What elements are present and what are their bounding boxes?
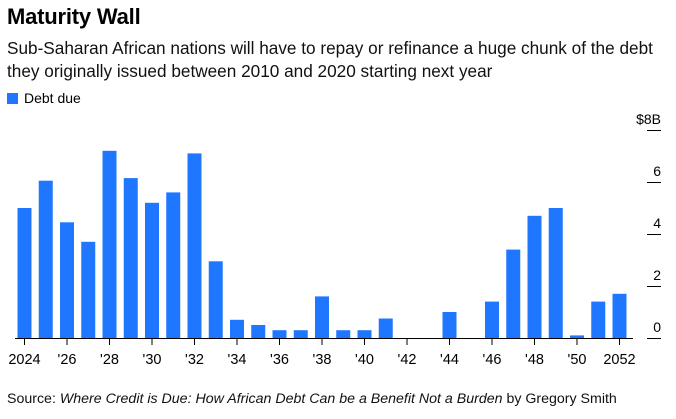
bar-2039: [336, 330, 351, 338]
source-suffix: by Gregory Smith: [502, 391, 617, 407]
x-tick-label-2050: '50: [568, 352, 587, 368]
legend-swatch: [7, 92, 18, 104]
bar-2025: [38, 180, 53, 338]
bar-2041: [378, 318, 393, 338]
bar-2033: [208, 261, 223, 338]
x-tick-label-2030: '30: [143, 352, 162, 368]
bar-2051: [591, 301, 606, 338]
y-tick-label-0: 0: [653, 319, 661, 335]
bar-2030: [145, 202, 159, 338]
x-tick-label-2046: '46: [483, 352, 502, 368]
bar-2047: [506, 249, 521, 338]
x-tick-label-2036: '36: [270, 352, 289, 368]
x-tick-label-2052: 2052: [603, 352, 635, 368]
source-note: Source: Where Credit is Due: How African…: [7, 391, 617, 407]
bar-2049: [548, 208, 563, 338]
y-tick-label-6: 6: [653, 163, 661, 179]
legend-label: Debt due: [24, 90, 81, 106]
bar-2028: [102, 150, 117, 338]
bar-2035: [251, 325, 266, 338]
x-tick-label-2044: '44: [440, 352, 459, 368]
x-tick-label-2032: '32: [185, 352, 204, 368]
bar-2031: [166, 192, 181, 338]
legend: Debt due: [7, 90, 81, 106]
bar-2046: [485, 301, 499, 338]
bar-2026: [60, 222, 74, 338]
x-tick-label-2038: '38: [313, 352, 332, 368]
y-tick-label-8: $8B: [636, 111, 661, 127]
y-tick-label-2: 2: [653, 267, 661, 283]
chart-subtitle: Sub-Saharan African nations will have to…: [7, 38, 653, 81]
bar-2029: [123, 178, 138, 338]
x-tick-label-2024: 2024: [8, 352, 40, 368]
bar-2024: [17, 208, 32, 338]
x-tick-label-2040: '40: [355, 352, 374, 368]
bar-2052: [612, 293, 627, 338]
bar-2036: [272, 330, 287, 338]
bar-2037: [293, 330, 308, 338]
source-work: Where Credit is Due: How African Debt Ca…: [59, 391, 503, 407]
x-tick-label-2034: '34: [228, 352, 247, 368]
bar-2027: [81, 241, 96, 338]
x-tick-label-2042: '42: [398, 352, 417, 368]
bar-2050: [570, 335, 584, 338]
x-tick-label-2048: '48: [525, 352, 544, 368]
bar-2040: [357, 330, 372, 338]
bar-2034: [230, 319, 244, 338]
x-tick-label-2026: '26: [58, 352, 77, 368]
bar-2048: [527, 215, 542, 338]
chart-title: Maturity Wall: [7, 4, 141, 29]
x-tick-label-2028: '28: [100, 352, 119, 368]
bar-2038: [315, 296, 329, 338]
bar-2032: [187, 153, 202, 338]
bar-2044: [442, 312, 457, 338]
y-tick-label-4: 4: [653, 215, 661, 231]
source-prefix: Source:: [7, 391, 60, 407]
